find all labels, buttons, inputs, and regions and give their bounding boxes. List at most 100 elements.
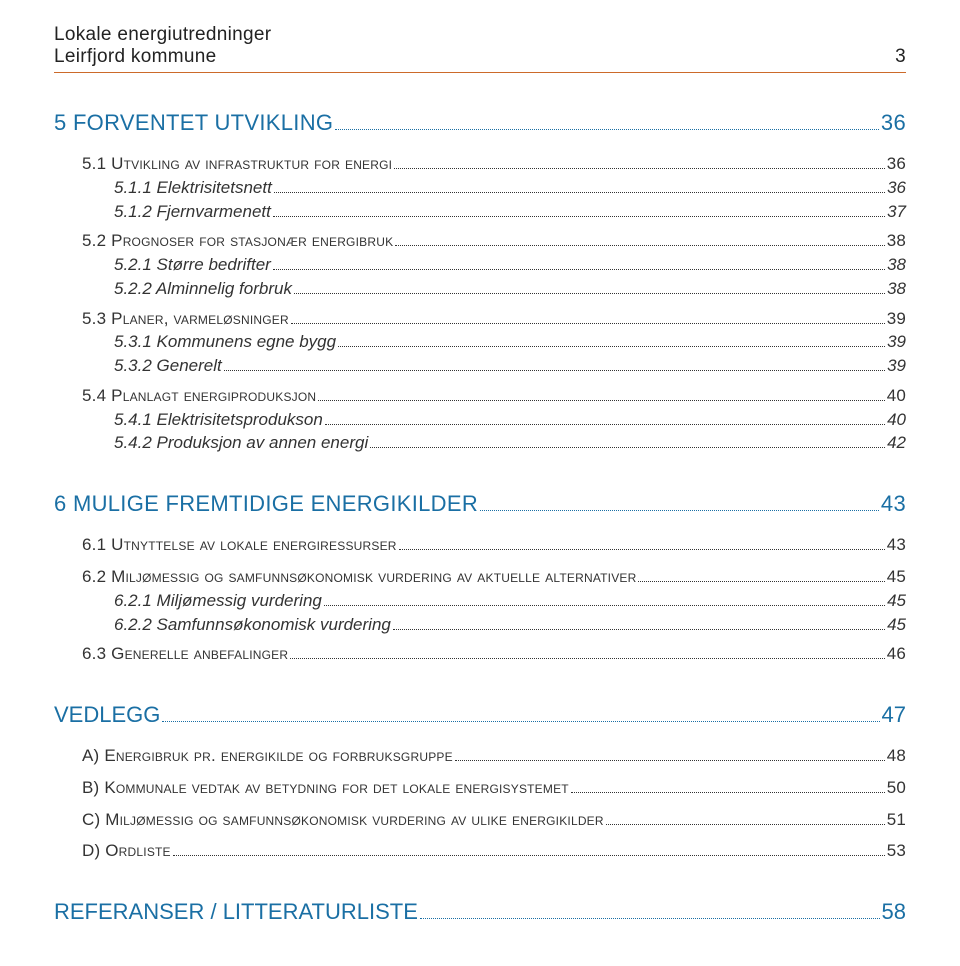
toc-entry-5-2-1[interactable]: 5.2.1 Større bedrifter 38 bbox=[114, 254, 906, 276]
toc-leader bbox=[173, 855, 885, 856]
toc-page: 42 bbox=[887, 432, 906, 454]
toc-leader bbox=[399, 549, 885, 550]
toc-page: 38 bbox=[887, 230, 906, 252]
toc-entry-vedlegg[interactable]: VEDLEGG 47 bbox=[54, 701, 906, 729]
toc-page: 45 bbox=[887, 566, 906, 588]
toc-entry-b[interactable]: B) Kommunale vedtak av betydning for det… bbox=[82, 777, 906, 799]
toc-leader bbox=[606, 824, 885, 825]
toc-leader bbox=[420, 918, 880, 919]
toc-entry-a[interactable]: A) Energibruk pr. energikilde og forbruk… bbox=[82, 745, 906, 767]
toc-page: 43 bbox=[887, 534, 906, 556]
toc-label: 5.4 Planlagt energiproduksjon bbox=[82, 385, 316, 407]
toc-page: 43 bbox=[881, 490, 906, 518]
toc-entry-5-2-2[interactable]: 5.2.2 Alminnelig forbruk 38 bbox=[114, 278, 906, 300]
page-header: Lokale energiutredninger Leirfjord kommu… bbox=[54, 24, 906, 73]
toc-entry-6-2-2[interactable]: 6.2.2 Samfunnsøkonomisk vurdering 45 bbox=[114, 614, 906, 636]
toc-leader bbox=[394, 168, 884, 169]
toc-page: 58 bbox=[882, 898, 906, 926]
doc-title: Lokale energiutredninger bbox=[54, 24, 271, 46]
toc-page: 37 bbox=[887, 201, 906, 223]
toc-entry-5-1-1[interactable]: 5.1.1 Elektrisitetsnett 36 bbox=[114, 177, 906, 199]
toc-label: 5.1.1 Elektrisitetsnett bbox=[114, 177, 272, 199]
toc-entry-5-2[interactable]: 5.2 Prognoser for stasjonær energibruk 3… bbox=[82, 230, 906, 252]
toc-leader bbox=[318, 400, 884, 401]
toc-leader bbox=[338, 346, 885, 347]
toc-page: 39 bbox=[887, 355, 906, 377]
toc-page: 36 bbox=[887, 177, 906, 199]
toc-leader bbox=[325, 424, 885, 425]
toc-page: 38 bbox=[887, 278, 906, 300]
toc-label: B) Kommunale vedtak av betydning for det… bbox=[82, 777, 569, 799]
doc-subtitle: Leirfjord kommune bbox=[54, 46, 216, 68]
toc-entry-5-4-2[interactable]: 5.4.2 Produksjon av annen energi 42 bbox=[114, 432, 906, 454]
toc-page: 53 bbox=[887, 840, 906, 862]
toc-label: 5.2 Prognoser for stasjonær energibruk bbox=[82, 230, 393, 252]
toc-label: 6.1 Utnyttelse av lokale energiressurser bbox=[82, 534, 397, 556]
toc-entry-6-2-1[interactable]: 6.2.1 Miljømessig vurdering 45 bbox=[114, 590, 906, 612]
toc-label: REFERANSER / LITTERATURLISTE bbox=[54, 898, 418, 926]
toc-page: 45 bbox=[887, 614, 906, 636]
toc-label: 5.3.2 Generelt bbox=[114, 355, 222, 377]
toc-page: 40 bbox=[887, 385, 906, 407]
toc-label: 5.4.1 Elektrisitetsprodukson bbox=[114, 409, 323, 431]
toc-entry-6-3[interactable]: 6.3 Generelle anbefalinger 46 bbox=[82, 643, 906, 665]
toc-label: 5.2.2 Alminnelig forbruk bbox=[114, 278, 292, 300]
toc-entry-5-4[interactable]: 5.4 Planlagt energiproduksjon 40 bbox=[82, 385, 906, 407]
toc-label: 5.1 Utvikling av infrastruktur for energ… bbox=[82, 153, 392, 175]
toc-page: 47 bbox=[882, 701, 906, 729]
toc-label: 5.3.1 Kommunens egne bygg bbox=[114, 331, 336, 353]
toc-entry-5-3[interactable]: 5.3 Planer, varmeløsninger 39 bbox=[82, 308, 906, 330]
toc-label: D) Ordliste bbox=[82, 840, 171, 862]
toc-page: 40 bbox=[887, 409, 906, 431]
toc-entry-5[interactable]: 5 FORVENTET UTVIKLING 36 bbox=[54, 109, 906, 137]
toc-label: 5.4.2 Produksjon av annen energi bbox=[114, 432, 368, 454]
toc-label: 6.2.1 Miljømessig vurdering bbox=[114, 590, 322, 612]
toc-entry-6[interactable]: 6 MULIGE FREMTIDIGE ENERGIKILDER 43 bbox=[54, 490, 906, 518]
toc-label: 6 MULIGE FREMTIDIGE ENERGIKILDER bbox=[54, 490, 478, 518]
toc-entry-5-1-2[interactable]: 5.1.2 Fjernvarmenett 37 bbox=[114, 201, 906, 223]
toc-leader bbox=[294, 293, 885, 294]
toc-entry-5-3-1[interactable]: 5.3.1 Kommunens egne bygg 39 bbox=[114, 331, 906, 353]
toc-entry-5-1[interactable]: 5.1 Utvikling av infrastruktur for energ… bbox=[82, 153, 906, 175]
toc-leader bbox=[455, 760, 885, 761]
page-number: 3 bbox=[895, 46, 906, 68]
toc-page: 45 bbox=[887, 590, 906, 612]
toc-label: 6.3 Generelle anbefalinger bbox=[82, 643, 288, 665]
toc-label: C) Miljømessig og samfunnsøkonomisk vurd… bbox=[82, 809, 604, 831]
toc-leader bbox=[162, 721, 879, 722]
toc-entry-6-1[interactable]: 6.1 Utnyttelse av lokale energiressurser… bbox=[82, 534, 906, 556]
toc-entry-ref[interactable]: REFERANSER / LITTERATURLISTE 58 bbox=[54, 898, 906, 926]
toc-label: A) Energibruk pr. energikilde og forbruk… bbox=[82, 745, 453, 767]
toc-leader bbox=[291, 323, 885, 324]
toc-label: 5.3 Planer, varmeløsninger bbox=[82, 308, 289, 330]
toc-entry-d[interactable]: D) Ordliste 53 bbox=[82, 840, 906, 862]
toc-entry-5-3-2[interactable]: 5.3.2 Generelt 39 bbox=[114, 355, 906, 377]
table-of-contents: 5 FORVENTET UTVIKLING 36 5.1 Utvikling a… bbox=[54, 109, 906, 926]
toc-leader bbox=[290, 658, 884, 659]
toc-page: 39 bbox=[887, 331, 906, 353]
toc-leader bbox=[638, 581, 884, 582]
toc-leader bbox=[274, 192, 885, 193]
toc-page: 48 bbox=[887, 745, 906, 767]
toc-leader bbox=[273, 269, 885, 270]
toc-leader bbox=[273, 216, 885, 217]
toc-page: 36 bbox=[887, 153, 906, 175]
toc-page: 39 bbox=[887, 308, 906, 330]
toc-entry-c[interactable]: C) Miljømessig og samfunnsøkonomisk vurd… bbox=[82, 809, 906, 831]
toc-leader bbox=[571, 792, 885, 793]
toc-page: 50 bbox=[887, 777, 906, 799]
toc-leader bbox=[370, 447, 885, 448]
toc-label: 6.2.2 Samfunnsøkonomisk vurdering bbox=[114, 614, 391, 636]
toc-label: 5.2.1 Større bedrifter bbox=[114, 254, 271, 276]
toc-page: 36 bbox=[881, 109, 906, 137]
toc-label: VEDLEGG bbox=[54, 701, 160, 729]
toc-page: 51 bbox=[887, 809, 906, 831]
toc-label: 6.2 Miljømessig og samfunnsøkonomisk vur… bbox=[82, 566, 636, 588]
toc-entry-5-4-1[interactable]: 5.4.1 Elektrisitetsprodukson 40 bbox=[114, 409, 906, 431]
toc-entry-6-2[interactable]: 6.2 Miljømessig og samfunnsøkonomisk vur… bbox=[82, 566, 906, 588]
toc-page: 38 bbox=[887, 254, 906, 276]
header-rule bbox=[54, 72, 906, 73]
toc-leader bbox=[335, 129, 879, 130]
toc-label: 5.1.2 Fjernvarmenett bbox=[114, 201, 271, 223]
toc-leader bbox=[480, 510, 879, 511]
